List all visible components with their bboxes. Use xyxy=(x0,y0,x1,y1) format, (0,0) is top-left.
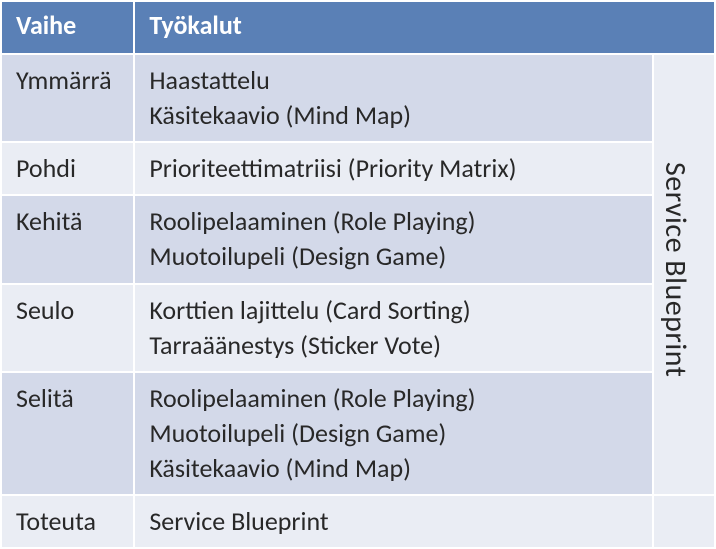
side-label: Service Blueprint xyxy=(654,162,695,377)
tool-line: Service Blueprint xyxy=(149,504,640,539)
header-tools: Työkalut xyxy=(134,1,715,54)
header-phase: Vaihe xyxy=(1,1,134,54)
tool-line: Käsitekaavio (Mind Map) xyxy=(149,451,640,486)
side-empty-cell xyxy=(653,495,715,548)
tool-line: Haastattelu xyxy=(149,63,640,98)
table-row: Ymmärrä Haastattelu Käsitekaavio (Mind M… xyxy=(1,54,715,142)
tool-line: Muotoilupeli (Design Game) xyxy=(149,416,640,451)
phase-cell: Seulo xyxy=(1,284,134,372)
table-row: Toteuta Service Blueprint xyxy=(1,495,715,548)
table-row: Selitä Roolipelaaminen (Role Playing) Mu… xyxy=(1,372,715,495)
tools-cell: Roolipelaaminen (Role Playing) Muotoilup… xyxy=(134,372,653,495)
table-row: Kehitä Roolipelaaminen (Role Playing) Mu… xyxy=(1,195,715,283)
tools-cell: Prioriteettimatriisi (Priority Matrix) xyxy=(134,142,653,195)
phase-cell: Ymmärrä xyxy=(1,54,134,142)
phase-cell: Kehitä xyxy=(1,195,134,283)
tool-line: Käsitekaavio (Mind Map) xyxy=(149,98,640,133)
tool-line: Prioriteettimatriisi (Priority Matrix) xyxy=(149,151,640,186)
tools-cell: Haastattelu Käsitekaavio (Mind Map) xyxy=(134,54,653,142)
phase-cell: Toteuta xyxy=(1,495,134,548)
tools-cell: Roolipelaaminen (Role Playing) Muotoilup… xyxy=(134,195,653,283)
tool-line: Muotoilupeli (Design Game) xyxy=(149,239,640,274)
tools-cell: Korttien lajittelu (Card Sorting) Tarraä… xyxy=(134,284,653,372)
tool-line: Tarraäänestys (Sticker Vote) xyxy=(149,328,640,363)
side-label-cell: Service Blueprint xyxy=(653,54,715,495)
phase-cell: Selitä xyxy=(1,372,134,495)
tool-line: Roolipelaaminen (Role Playing) xyxy=(149,381,640,416)
tools-cell: Service Blueprint xyxy=(134,495,653,548)
table-header-row: Vaihe Työkalut xyxy=(1,1,715,54)
tool-line: Roolipelaaminen (Role Playing) xyxy=(149,204,640,239)
table-row: Pohdi Prioriteettimatriisi (Priority Mat… xyxy=(1,142,715,195)
tool-line: Korttien lajittelu (Card Sorting) xyxy=(149,293,640,328)
phase-cell: Pohdi xyxy=(1,142,134,195)
table-row: Seulo Korttien lajittelu (Card Sorting) … xyxy=(1,284,715,372)
phase-tools-table: Vaihe Työkalut Ymmärrä Haastattelu Käsit… xyxy=(0,0,716,549)
